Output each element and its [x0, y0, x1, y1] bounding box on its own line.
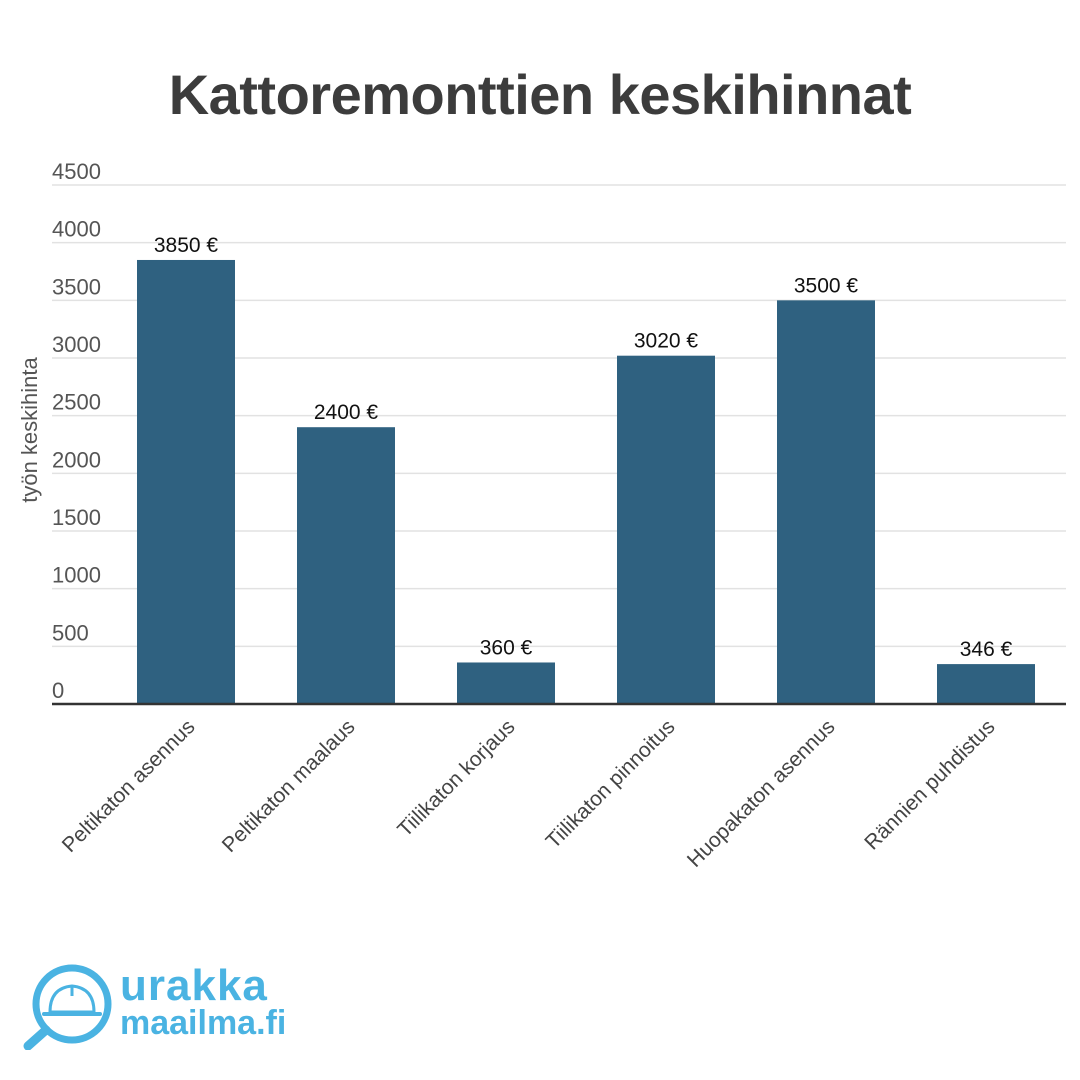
data-label: 3850 €: [154, 234, 219, 257]
bars: [137, 259, 1035, 704]
x-tick-label: Tiilikaton pinnoitus: [542, 715, 680, 853]
y-tick-label: 3000: [52, 332, 101, 357]
x-tick-label: Peltikaton maalaus: [218, 715, 360, 857]
bar: [137, 259, 235, 704]
bar-chart: 0 500 1000 1500 2000 2500 3000 3500 4000 4500 385…: [17, 159, 1066, 872]
logo-text-line1: urakka: [120, 961, 268, 1010]
y-tick-label: 4500: [52, 159, 101, 184]
bar: [617, 355, 715, 704]
x-tick-label: Peltikaton asennus: [58, 715, 200, 857]
bar: [457, 662, 555, 704]
data-label: 346 €: [960, 638, 1013, 661]
y-tick-label: 2000: [52, 447, 101, 472]
y-tick-label: 1500: [52, 505, 101, 530]
y-tick-label: 1000: [52, 563, 101, 588]
data-label: 360 €: [480, 636, 533, 659]
y-tick-label: 500: [52, 620, 89, 645]
hard-hat-icon: [23, 964, 112, 1051]
bar: [777, 300, 875, 704]
bar: [937, 664, 1035, 704]
data-label: 3020 €: [634, 330, 699, 353]
data-label: 3500 €: [794, 274, 859, 297]
data-label: 2400 €: [314, 401, 379, 424]
x-tick-label: Huopakaton asennus: [683, 715, 840, 872]
y-axis-ticks: 0 500 1000 1500 2000 2500 3000 3500 4000 4500: [52, 159, 101, 703]
urakkamaailma-logo: urakka maailma.fi: [20, 960, 320, 1051]
y-tick-label: 3500: [52, 274, 101, 299]
x-axis-ticks: Peltikaton asennus Peltikaton maalaus Tiil…: [58, 715, 1000, 872]
y-tick-label: 0: [52, 678, 64, 703]
y-tick-label: 4000: [52, 217, 101, 242]
chart-title: Kattoremonttien keskihinnat: [168, 63, 912, 126]
y-axis-title: työn keskihinta: [17, 356, 42, 502]
x-tick-label: Rännien puhdistus: [860, 715, 999, 854]
x-tick-label: Tiilikaton korjaus: [393, 715, 519, 841]
data-labels: 3850 € 2400 € 360 € 3020 € 3500 € 346 €: [154, 234, 1013, 661]
bar: [297, 427, 395, 704]
logo-text-line2: maailma.fi: [120, 1004, 287, 1042]
y-tick-label: 2500: [52, 390, 101, 415]
